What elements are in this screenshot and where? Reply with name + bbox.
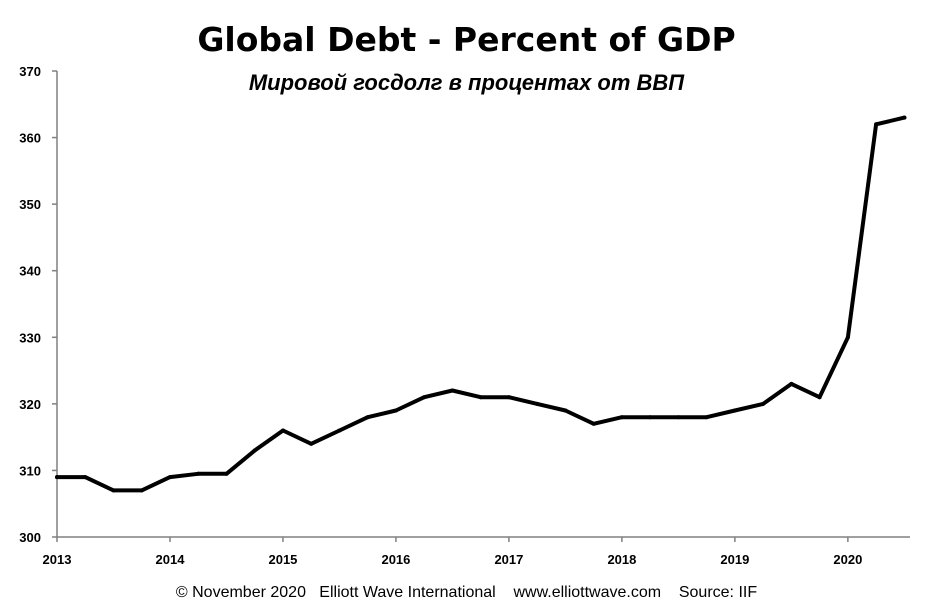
data-point — [845, 335, 850, 340]
data-point — [337, 428, 342, 433]
y-tick-label: 360 — [19, 131, 41, 146]
data-point — [168, 475, 172, 480]
data-point — [55, 475, 59, 480]
data-point — [591, 421, 596, 426]
chart-title: Global Debt - Percent of GDP — [197, 20, 736, 59]
data-point — [478, 395, 483, 400]
x-axis-ticks: 2013 2014 2015 2016 2017 2018 2019 2020 — [43, 537, 862, 567]
data-point — [139, 488, 144, 493]
x-tick-label: 2019 — [720, 552, 749, 567]
data-point — [648, 415, 653, 420]
data-point — [789, 381, 794, 386]
data-point — [224, 471, 229, 476]
y-tick-label: 300 — [19, 530, 41, 545]
y-tick-label: 370 — [19, 64, 41, 79]
x-tick-label: 2020 — [833, 552, 862, 567]
y-axis-ticks: 300 310 320 330 340 350 360 370 — [19, 64, 57, 545]
data-point — [535, 401, 540, 406]
data-point — [874, 122, 879, 127]
data-point — [365, 415, 370, 420]
data-point — [761, 401, 766, 406]
x-tick-label: 2014 — [156, 552, 186, 567]
x-tick-label: 2015 — [268, 552, 297, 567]
y-tick-label: 310 — [19, 463, 41, 478]
series-layer — [55, 115, 907, 493]
y-tick-label: 340 — [19, 264, 41, 279]
data-point — [83, 475, 88, 480]
data-point — [450, 388, 455, 393]
data-point — [732, 408, 737, 413]
data-point — [563, 408, 568, 413]
x-tick-label: 2013 — [43, 552, 72, 567]
data-point — [281, 428, 285, 433]
y-tick-label: 330 — [19, 330, 41, 345]
footer-credits: © November 2020 Elliott Wave Internation… — [175, 584, 758, 601]
y-tick-label: 350 — [19, 197, 41, 212]
data-point — [902, 115, 907, 120]
chart-subtitle: Мировой госдолг в процентах от ВВП — [248, 70, 685, 95]
y-tick-label: 320 — [19, 397, 41, 412]
series-line-global-debt — [55, 115, 907, 493]
data-point — [252, 448, 257, 453]
x-tick-label: 2017 — [494, 552, 523, 567]
data-point — [111, 488, 116, 493]
data-point — [619, 415, 624, 420]
x-tick-label: 2018 — [607, 552, 636, 567]
data-point — [196, 471, 201, 476]
data-point — [309, 441, 314, 446]
data-point — [676, 415, 681, 420]
data-point — [817, 395, 822, 400]
data-point — [393, 408, 398, 413]
data-point — [506, 395, 511, 400]
data-point — [704, 415, 709, 420]
data-point — [422, 395, 427, 400]
x-tick-label: 2016 — [381, 552, 410, 567]
